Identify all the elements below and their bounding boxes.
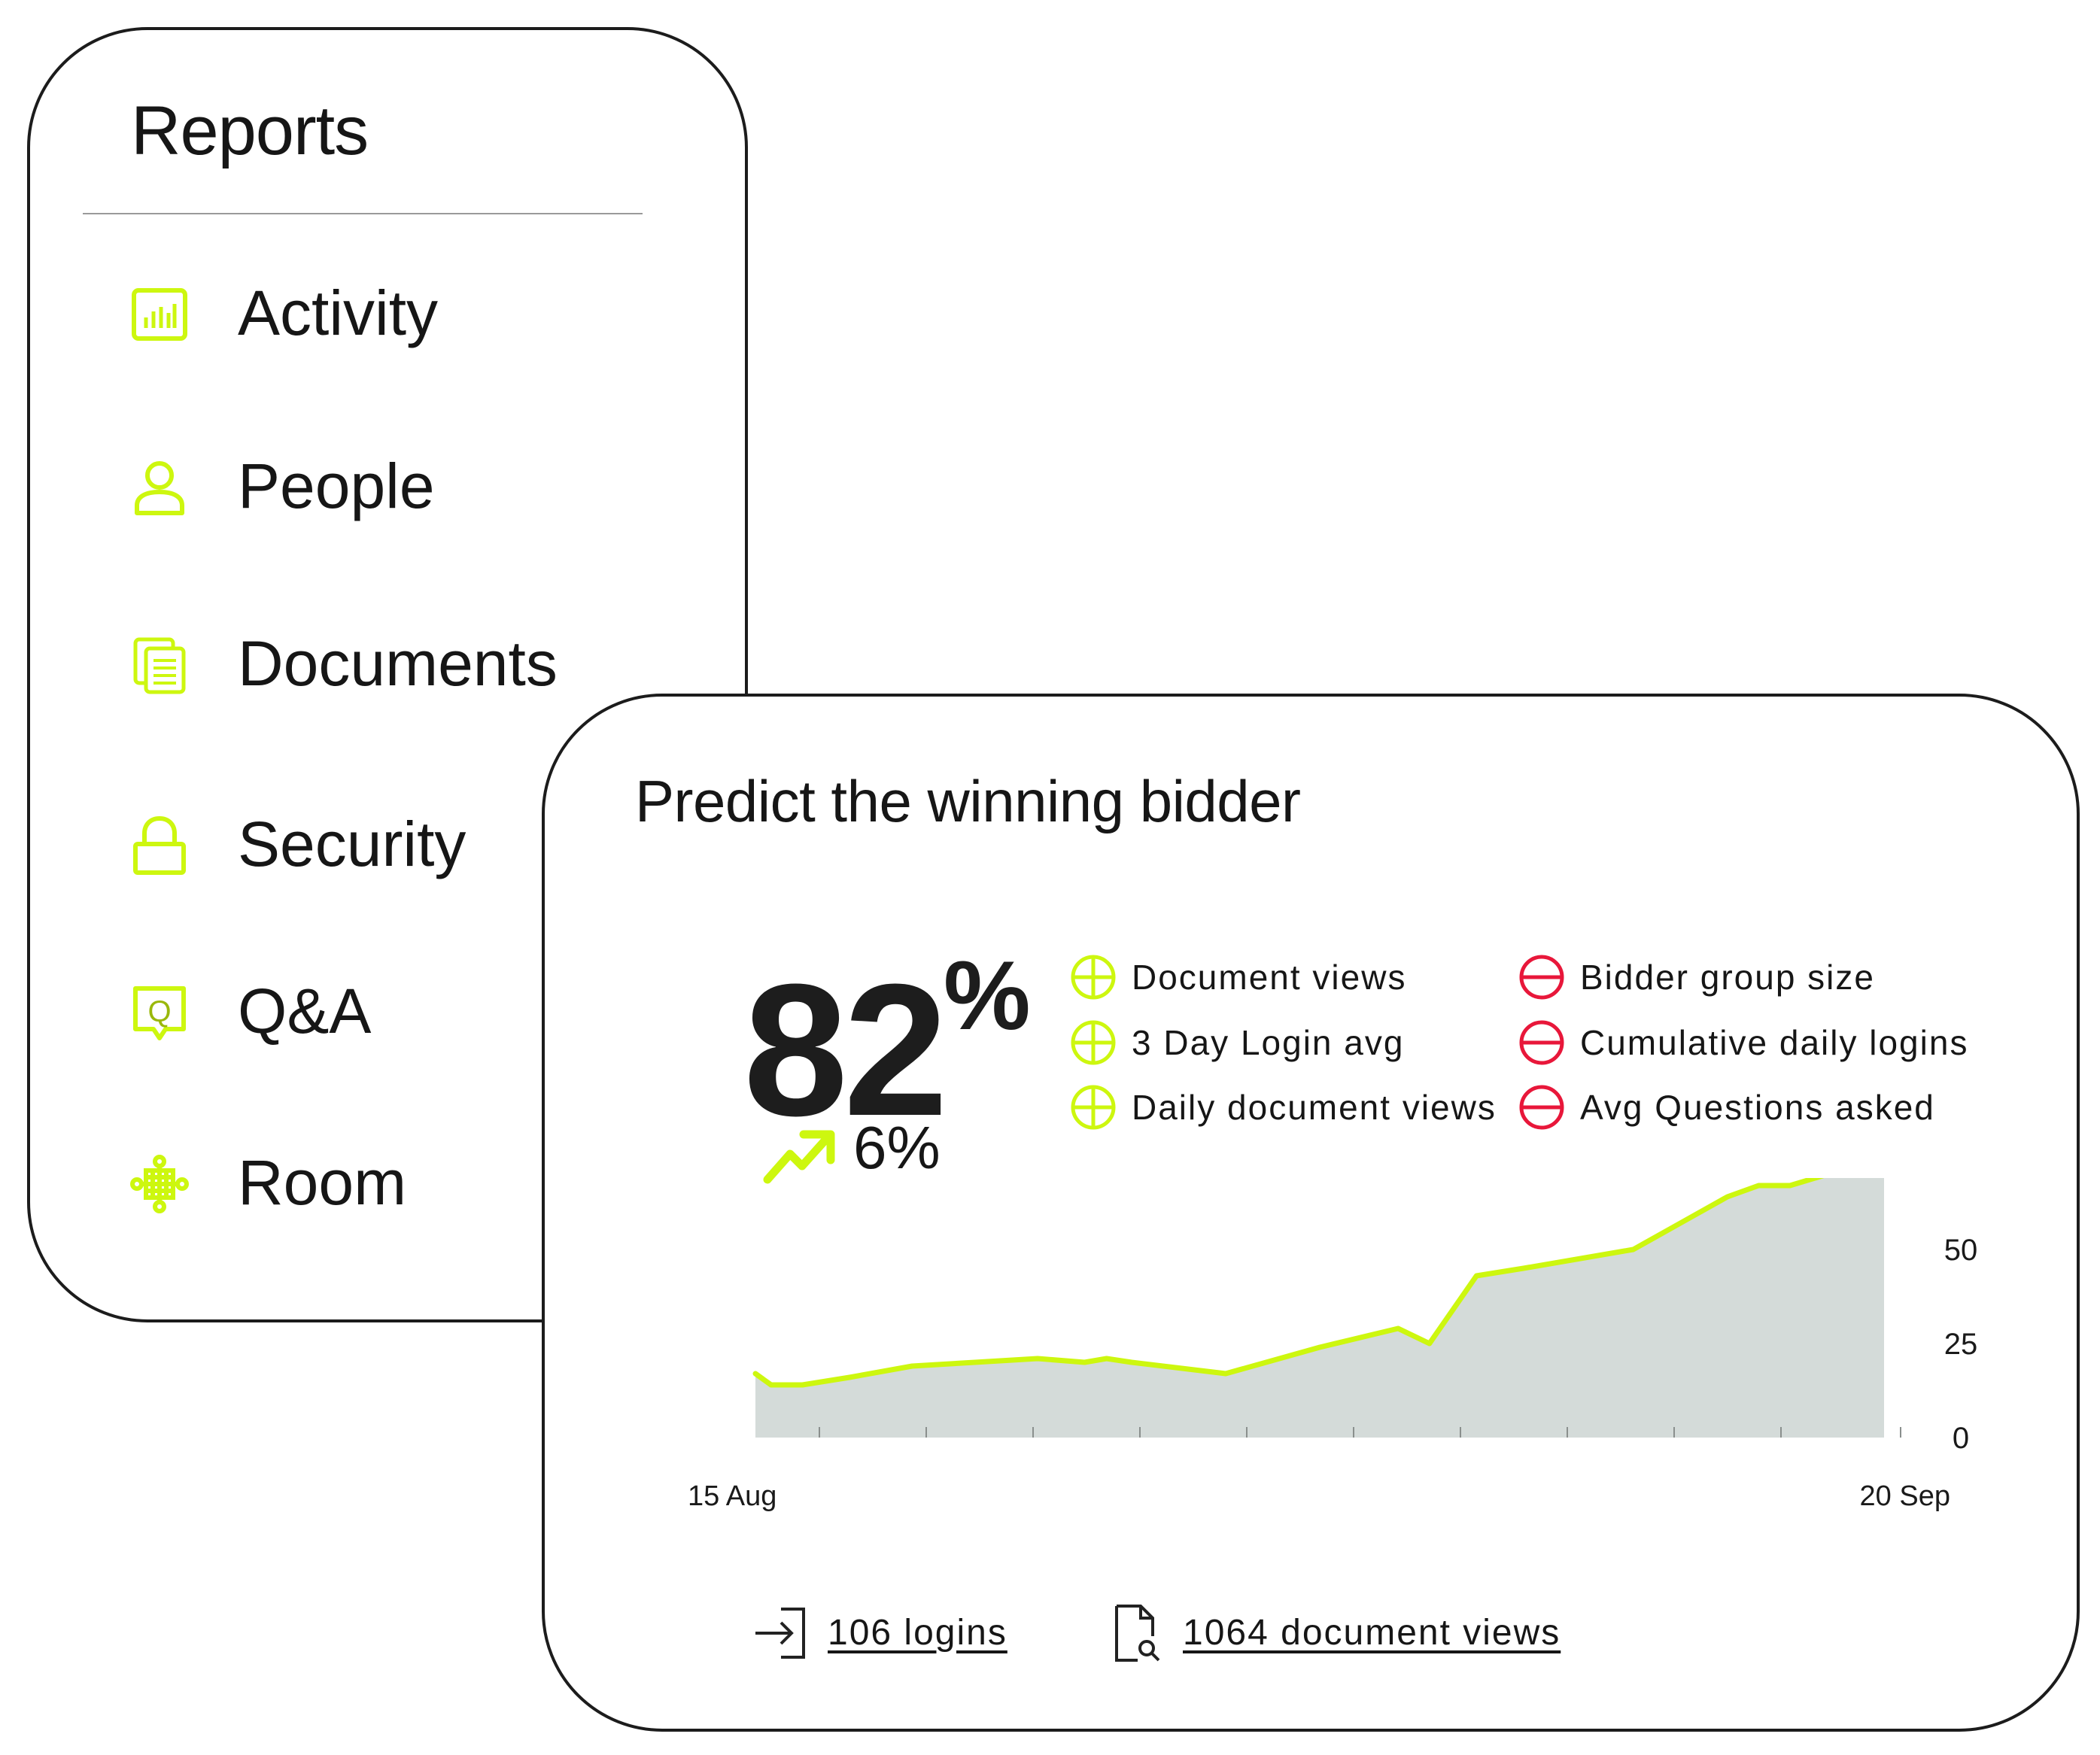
document-search-icon <box>1115 1605 1160 1662</box>
nav-item-label: Q&A <box>238 976 372 1046</box>
factor-label: Bidder group size <box>1580 958 1875 997</box>
factor-label: Avg Questions asked <box>1580 1088 1935 1127</box>
plus-circle-icon <box>1071 955 1116 1000</box>
nav-item-label: Documents <box>238 628 558 699</box>
reports-card: Reports Activity People Documents <box>27 27 748 1322</box>
logins-count: 106 logins <box>828 1613 1007 1653</box>
plus-circle-icon <box>1071 1085 1116 1130</box>
nav-item-security[interactable]: Security <box>30 799 745 889</box>
nav-item-room[interactable]: Room <box>30 1137 745 1228</box>
factor-label: Daily document views <box>1132 1088 1497 1127</box>
nav-item-label: Activity <box>238 278 439 348</box>
nav-item-label: People <box>238 451 435 521</box>
reports-title: Reports <box>131 93 369 169</box>
win-probability: 82 <box>743 945 948 1155</box>
chart-series-line <box>752 1178 1825 1388</box>
predict-bidder-card: Predict the winning bidder 82 % 6% Docum… <box>542 694 2080 1732</box>
bar-chart-icon <box>132 288 187 341</box>
win-probability-unit: % <box>944 940 1031 1050</box>
nav-item-qa[interactable]: Q Q&A <box>30 966 745 1056</box>
factor-label: Document views <box>1132 958 1407 997</box>
minus-circle-icon <box>1519 1020 1564 1065</box>
factor-label: Cumulative daily logins <box>1580 1023 1969 1062</box>
nav-item-people[interactable]: People <box>30 441 745 531</box>
chart-x-start-label: 15 Aug <box>688 1480 776 1512</box>
minus-circle-icon <box>1519 955 1564 1000</box>
login-icon <box>755 1608 805 1659</box>
minus-circle-icon <box>1519 1085 1564 1130</box>
documents-icon <box>133 637 186 694</box>
factor-label: 3 Day Login avg <box>1132 1023 1405 1062</box>
nav-item-label: Room <box>238 1147 407 1218</box>
chart-area-fill <box>755 1178 1884 1438</box>
trend-change: 6% <box>853 1114 941 1181</box>
qa-icon: Q <box>133 986 186 1040</box>
nav-item-label: Security <box>238 809 466 879</box>
card-title: Predict the winning bidder <box>635 768 1301 834</box>
chart-y-tick-label: 0 <box>1953 1422 1969 1455</box>
nav-item-documents[interactable]: Documents <box>30 618 745 709</box>
chart-y-tick-label: 50 <box>1944 1234 1978 1267</box>
svg-text:Q: Q <box>147 995 171 1028</box>
chart-y-tick-label: 25 <box>1944 1328 1978 1361</box>
plus-circle-icon <box>1071 1020 1116 1065</box>
nav-item-activity[interactable]: Activity <box>30 268 745 358</box>
room-icon <box>130 1155 189 1213</box>
person-icon <box>135 461 184 515</box>
trending-up-icon <box>763 1130 835 1184</box>
lock-icon <box>133 815 186 875</box>
reports-divider <box>83 213 643 214</box>
chart-x-end-label: 20 Sep <box>1860 1480 1950 1512</box>
document-views-count: 1064 document views <box>1183 1613 1561 1653</box>
